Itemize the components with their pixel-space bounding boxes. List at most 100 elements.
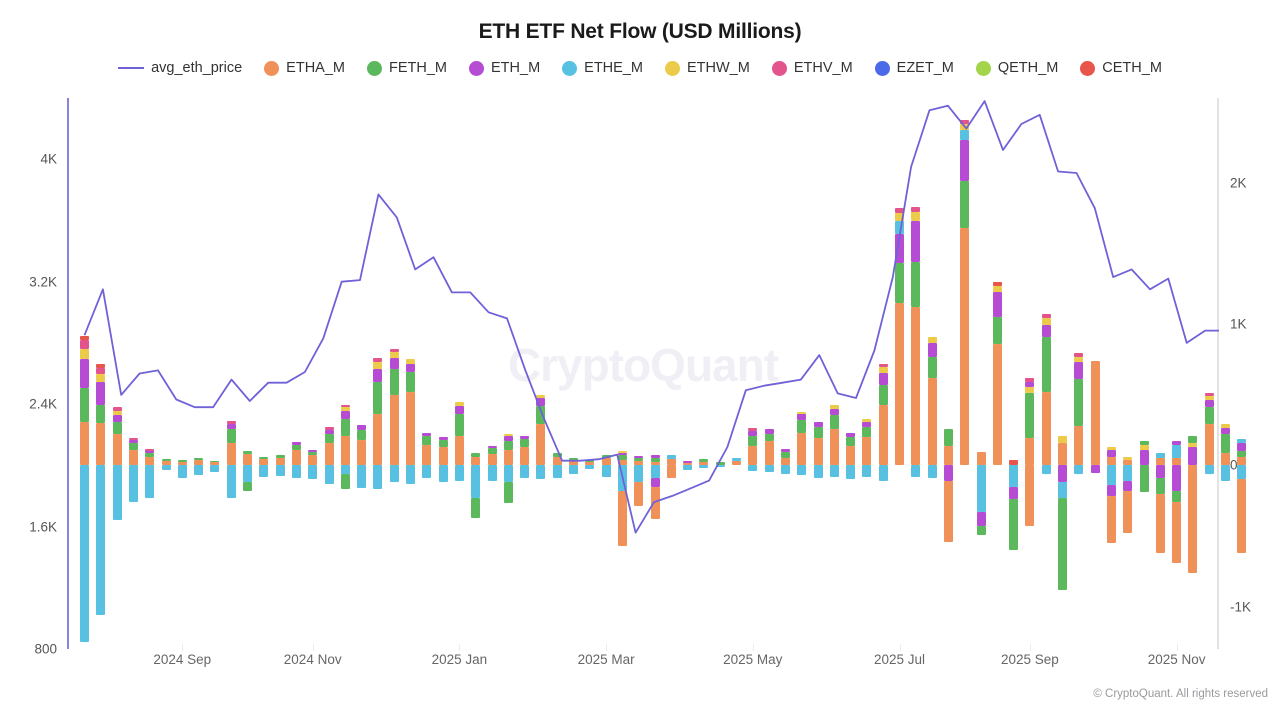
bar-segment bbox=[503, 441, 513, 450]
bar-segment bbox=[128, 437, 138, 440]
bar-segment bbox=[1025, 438, 1035, 466]
bar-segment bbox=[1204, 393, 1214, 397]
y-axis-left-tick: 4K bbox=[40, 151, 57, 167]
plot-area[interactable]: CryptoQuant bbox=[67, 98, 1247, 649]
bar-segment bbox=[764, 465, 774, 473]
bar-segment bbox=[194, 465, 204, 476]
legend-item-ezet_m[interactable]: EZET_M bbox=[874, 60, 954, 76]
x-axis-tick-mark bbox=[459, 644, 461, 651]
bar-segment bbox=[1106, 496, 1116, 544]
bar-segment bbox=[1025, 378, 1035, 382]
bar-segment bbox=[846, 432, 856, 438]
y-axis-right-tick: -1K bbox=[1230, 599, 1252, 615]
bar-segment bbox=[895, 213, 904, 221]
bar-segment bbox=[927, 336, 937, 344]
bar-segment bbox=[699, 465, 709, 469]
bar-segment bbox=[389, 369, 399, 395]
bar-segment bbox=[324, 434, 334, 443]
bar-segment bbox=[291, 465, 301, 479]
legend-label: FETH_M bbox=[389, 60, 447, 76]
bar-segment bbox=[194, 459, 204, 466]
bar-segment bbox=[878, 363, 888, 368]
bar-segment bbox=[895, 302, 904, 466]
y-axis-left-tick: 3.2K bbox=[29, 274, 57, 290]
legend-item-etha_m[interactable]: ETHA_M bbox=[264, 60, 345, 76]
legend-item-feth_m[interactable]: FETH_M bbox=[367, 60, 447, 76]
bar-segment bbox=[487, 445, 497, 449]
legend-item-eth_m[interactable]: ETH_M bbox=[469, 60, 540, 76]
bar-segment bbox=[927, 356, 937, 378]
bar-segment bbox=[1106, 465, 1116, 486]
bar-segment bbox=[438, 446, 448, 466]
legend-dot-marker-icon bbox=[874, 60, 890, 76]
bar-segment bbox=[862, 421, 872, 428]
bar-segment bbox=[145, 452, 155, 457]
bar-segment bbox=[552, 456, 562, 466]
chart-title: ETH ETF Net Flow (USD Millions) bbox=[478, 20, 802, 43]
legend-item-ethv_m[interactable]: ETHV_M bbox=[771, 60, 853, 76]
bar-segment bbox=[177, 460, 187, 462]
bar-segment bbox=[80, 387, 89, 422]
x-axis-tick-mark bbox=[606, 644, 608, 651]
bar-segment bbox=[1041, 318, 1051, 325]
x-axis-tick-mark bbox=[312, 644, 314, 651]
bar-segment bbox=[145, 449, 155, 451]
bar-segment bbox=[520, 439, 530, 447]
bar-segment bbox=[1221, 465, 1230, 481]
x-axis-tick-mark bbox=[1029, 644, 1031, 651]
bar-segment bbox=[813, 437, 823, 466]
bar-segment bbox=[878, 384, 888, 405]
chart-legend[interactable]: avg_eth_price ETHA_M FETH_M ETH_M ETHE_M ETHW… bbox=[0, 60, 1280, 76]
legend-item-ethe_m[interactable]: ETHE_M bbox=[562, 60, 643, 76]
x-axis-tick-mark bbox=[899, 644, 901, 651]
bar-segment bbox=[666, 465, 676, 479]
bar-segment bbox=[732, 457, 741, 462]
bar-segment bbox=[1172, 457, 1182, 466]
legend-label: avg_eth_price bbox=[151, 60, 243, 76]
bar-segment bbox=[943, 465, 953, 481]
bar-segment bbox=[308, 449, 318, 452]
bar-segment bbox=[308, 455, 318, 466]
bar-segment bbox=[128, 465, 138, 503]
bar-segment bbox=[1041, 391, 1051, 466]
bar-segment bbox=[357, 425, 367, 430]
bar-segment bbox=[699, 461, 709, 466]
bar-segment bbox=[291, 449, 301, 466]
bar-segment bbox=[976, 451, 986, 466]
bar-segment bbox=[1009, 499, 1019, 551]
y-axis-right-tick: 0 bbox=[1230, 457, 1238, 473]
bar-segment bbox=[634, 461, 644, 466]
bar-segment bbox=[617, 490, 627, 546]
legend-item-ceth_m[interactable]: CETH_M bbox=[1080, 60, 1162, 76]
bar-segment bbox=[1155, 458, 1165, 466]
bar-segment bbox=[780, 457, 790, 466]
legend-label: ETHV_M bbox=[793, 60, 853, 76]
axis-line-right bbox=[1217, 98, 1219, 649]
bar-segment bbox=[1204, 465, 1214, 474]
bar-segment bbox=[324, 430, 334, 435]
bar-segment bbox=[389, 357, 399, 370]
bar-segment bbox=[324, 465, 334, 484]
bar-segment bbox=[911, 220, 921, 262]
line-series-layer bbox=[67, 98, 1219, 649]
bar-segment bbox=[829, 428, 839, 466]
bar-segment bbox=[1074, 362, 1084, 380]
bar-segment bbox=[650, 465, 660, 479]
bar-segment bbox=[96, 374, 106, 382]
bar-segment bbox=[846, 445, 856, 466]
legend-item-ethw_m[interactable]: ETHW_M bbox=[664, 60, 750, 76]
legend-item-qeth_m[interactable]: QETH_M bbox=[975, 60, 1058, 76]
bar-segment bbox=[226, 429, 236, 443]
bar-segment bbox=[569, 460, 578, 466]
bar-segment bbox=[895, 208, 904, 214]
bar-segment bbox=[112, 421, 122, 435]
bar-segment bbox=[536, 405, 546, 425]
bar-segment bbox=[699, 458, 709, 462]
bar-segment bbox=[797, 414, 807, 421]
legend-label: CETH_M bbox=[1102, 60, 1162, 76]
bar-segment bbox=[1025, 393, 1035, 439]
legend-item-avg_eth_price[interactable]: avg_eth_price bbox=[118, 60, 242, 76]
bar-segment bbox=[210, 462, 220, 466]
bar-segment bbox=[536, 398, 546, 406]
bar-segment bbox=[1204, 424, 1214, 466]
